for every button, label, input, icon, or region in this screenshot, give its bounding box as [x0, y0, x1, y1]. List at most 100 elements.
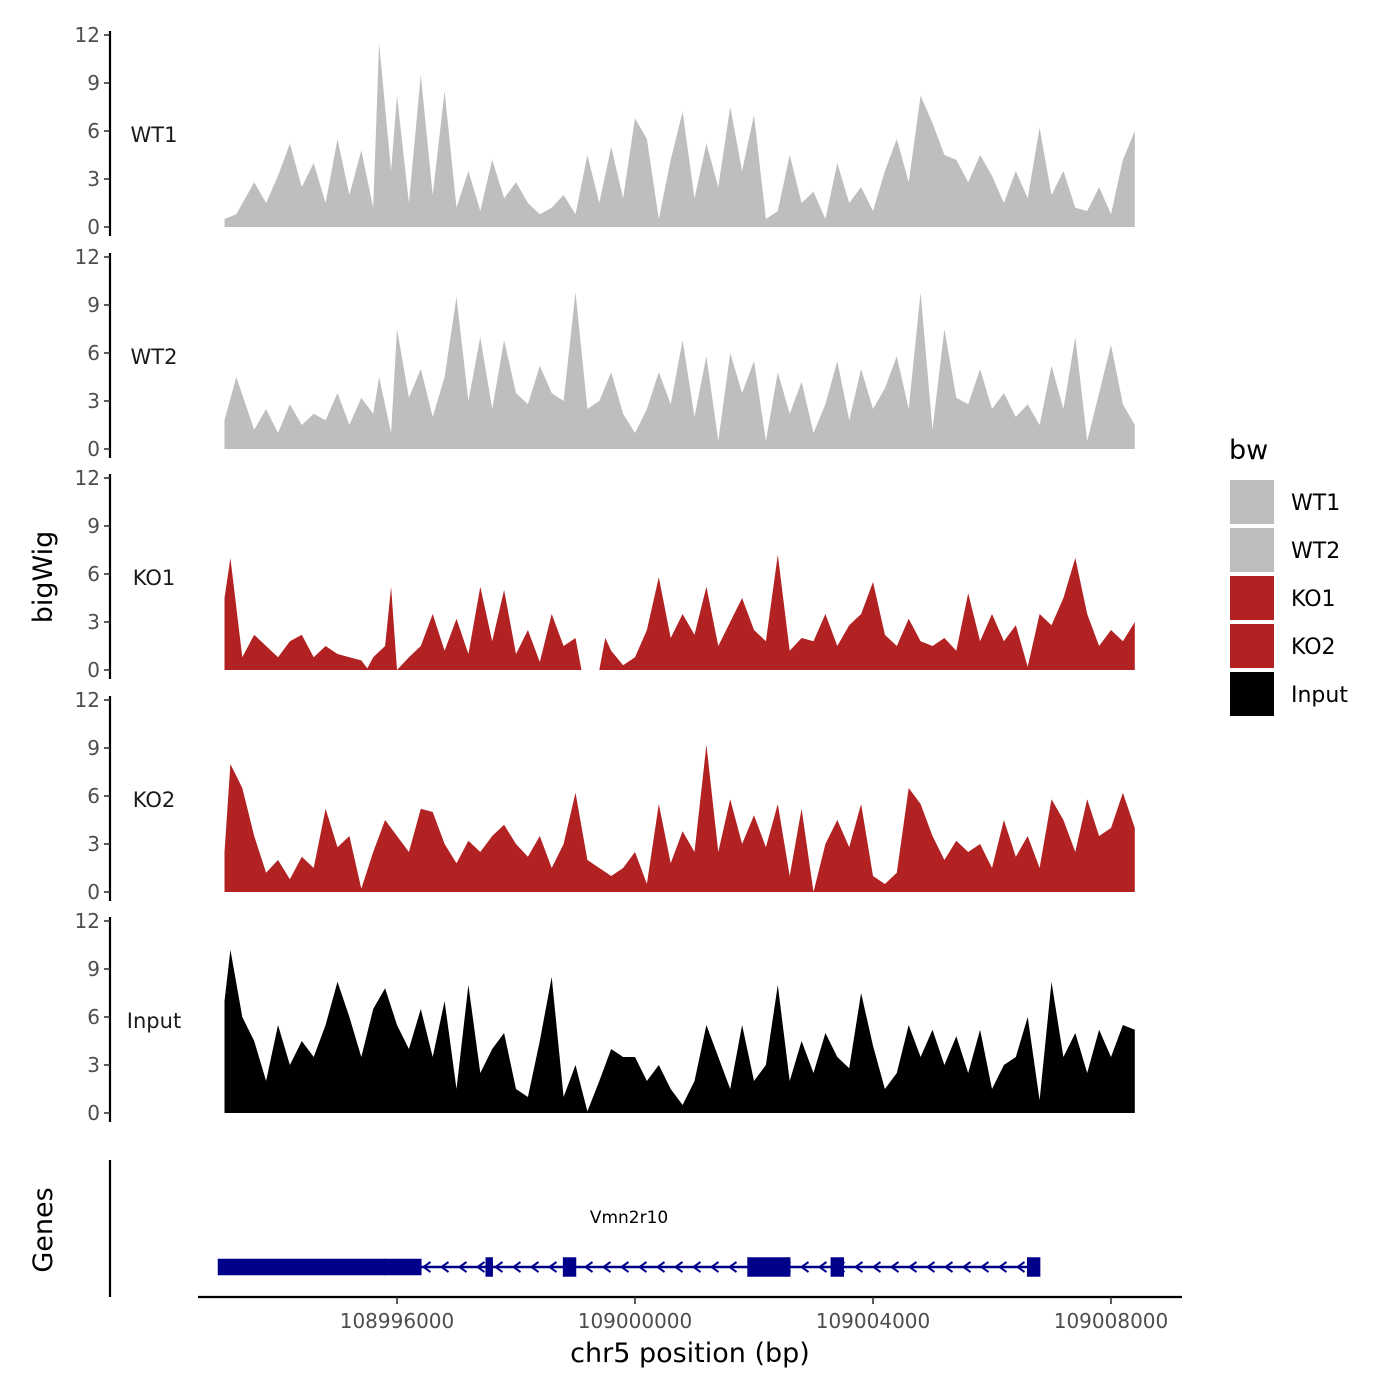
y-tick-label-ko2-9: 9 — [87, 736, 100, 760]
legend-label-wt1: WT1 — [1291, 491, 1340, 516]
strand-arrow — [817, 1261, 828, 1273]
strand-arrow — [619, 1261, 630, 1273]
strand-arrow — [547, 1261, 558, 1273]
legend: WT1 WT2 KO1 KO2 Input — [1230, 480, 1348, 716]
y-tick-label-input-0: 0 — [87, 1101, 100, 1125]
y-tick-label-wt2-3: 3 — [87, 389, 100, 413]
area-input — [224, 949, 1135, 1113]
area-ko2 — [224, 744, 1135, 892]
track-label-wt1: WT1 — [131, 123, 178, 147]
strand-arrow — [421, 1261, 432, 1273]
strand-arrow — [943, 1261, 954, 1273]
gene-track: Vmn2r10 — [108, 1160, 1041, 1297]
y-tick-label-ko1-9: 9 — [87, 514, 100, 538]
strand-arrow — [853, 1261, 864, 1273]
strand-arrow — [799, 1261, 810, 1273]
legend-key-ko1 — [1230, 576, 1274, 620]
strand-arrow — [1015, 1261, 1026, 1273]
strand-arrow — [493, 1261, 504, 1273]
track-ko1: 0 3 6 9 12 KO1 — [75, 466, 1135, 682]
y-tick-label-ko1-12: 12 — [75, 466, 100, 490]
strand-arrow — [673, 1261, 684, 1273]
strand-arrow — [871, 1261, 882, 1273]
exon-5 — [747, 1257, 791, 1277]
y-tick-label-wt1-0: 0 — [87, 215, 100, 239]
exon-2 — [384, 1258, 422, 1276]
strand-arrow — [709, 1261, 720, 1273]
x-tick-label-1: 109000000 — [578, 1309, 693, 1333]
strand-arrow — [907, 1261, 918, 1273]
y-tick-label-ko1-0: 0 — [87, 658, 100, 682]
legend-key-ko2 — [1230, 624, 1274, 668]
exon-3 — [485, 1257, 493, 1277]
strand-arrow — [727, 1261, 738, 1273]
exon-4 — [562, 1257, 577, 1277]
strand-arrow — [601, 1261, 612, 1273]
y-tick-label-wt2-6: 6 — [87, 341, 100, 365]
strand-arrow — [979, 1261, 990, 1273]
track-wt1: 0 3 6 9 12 WT1 — [75, 23, 1135, 239]
y-tick-label-wt2-0: 0 — [87, 437, 100, 461]
y-tick-label-wt2-9: 9 — [87, 293, 100, 317]
x-tick-label-3: 109008000 — [1054, 1309, 1169, 1333]
strand-arrow — [925, 1261, 936, 1273]
exon-7 — [1026, 1257, 1041, 1277]
x-axis-title: chr5 position (bp) — [570, 1338, 810, 1369]
coverage-tracks: 0 3 6 9 12 WT1 0 3 6 9 12 WT2 0 3 6 9 12 KO1 0 3 6 9 12 KO2 0 3 6 9… — [75, 23, 1135, 1125]
exon-1 — [217, 1258, 386, 1276]
y-tick-label-wt1-3: 3 — [87, 167, 100, 191]
legend-label-wt2: WT2 — [1291, 539, 1340, 564]
strand-arrow — [691, 1261, 702, 1273]
strand-arrow — [655, 1261, 666, 1273]
exon-6 — [830, 1257, 844, 1277]
y-tick-label-wt2-12: 12 — [75, 245, 100, 269]
y-tick-label-input-6: 6 — [87, 1005, 100, 1029]
y-tick-label-ko2-0: 0 — [87, 880, 100, 904]
strand-arrow — [637, 1261, 648, 1273]
strand-arrow — [997, 1261, 1008, 1273]
y-tick-label-wt1-9: 9 — [87, 71, 100, 95]
x-tick-label-0: 108996000 — [340, 1309, 455, 1333]
legend-label-ko2: KO2 — [1291, 635, 1336, 660]
track-label-input: Input — [127, 1009, 181, 1033]
track-ko2: 0 3 6 9 12 KO2 — [75, 688, 1135, 904]
y-tick-label-input-9: 9 — [87, 957, 100, 981]
legend-title: bw — [1229, 435, 1268, 466]
y-tick-label-ko1-3: 3 — [87, 610, 100, 634]
track-label-ko2: KO2 — [133, 788, 176, 812]
y-tick-label-wt1-12: 12 — [75, 23, 100, 47]
area-wt2 — [224, 292, 1135, 449]
track-wt2: 0 3 6 9 12 WT2 — [75, 245, 1135, 461]
track-input: 0 3 6 9 12 Input — [75, 909, 1135, 1125]
y-tick-label-ko1-6: 6 — [87, 562, 100, 586]
legend-key-input — [1230, 672, 1274, 716]
strand-arrow — [583, 1261, 594, 1273]
y-tick-label-input-12: 12 — [75, 909, 100, 933]
legend-key-wt1 — [1230, 480, 1274, 524]
strand-arrow — [439, 1261, 450, 1273]
y-tick-label-ko2-3: 3 — [87, 832, 100, 856]
y-tick-label-ko2-12: 12 — [75, 688, 100, 712]
strand-arrow — [457, 1261, 468, 1273]
area-wt1 — [224, 43, 1135, 227]
gene-vmn2r10: Vmn2r10 — [217, 1208, 1041, 1277]
legend-key-wt2 — [1230, 528, 1274, 572]
x-axis: 108996000 109000000 109004000 109008000 — [198, 1295, 1182, 1333]
legend-label-input: Input — [1291, 683, 1348, 708]
strand-arrow — [529, 1261, 540, 1273]
track-label-ko1: KO1 — [133, 566, 176, 590]
strand-arrow — [961, 1261, 972, 1273]
y-tick-label-ko2-6: 6 — [87, 784, 100, 808]
x-tick-label-2: 109004000 — [816, 1309, 931, 1333]
y-tick-label-wt1-6: 6 — [87, 119, 100, 143]
strand-arrow — [475, 1261, 486, 1273]
genes-axis-title: Genes — [28, 1187, 59, 1272]
legend-label-ko1: KO1 — [1291, 587, 1336, 612]
area-ko1 — [224, 554, 1135, 670]
gene-label: Vmn2r10 — [590, 1208, 668, 1228]
y-tick-label-input-3: 3 — [87, 1053, 100, 1077]
strand-arrow — [511, 1261, 522, 1273]
strand-arrow — [889, 1261, 900, 1273]
track-label-wt2: WT2 — [131, 345, 178, 369]
